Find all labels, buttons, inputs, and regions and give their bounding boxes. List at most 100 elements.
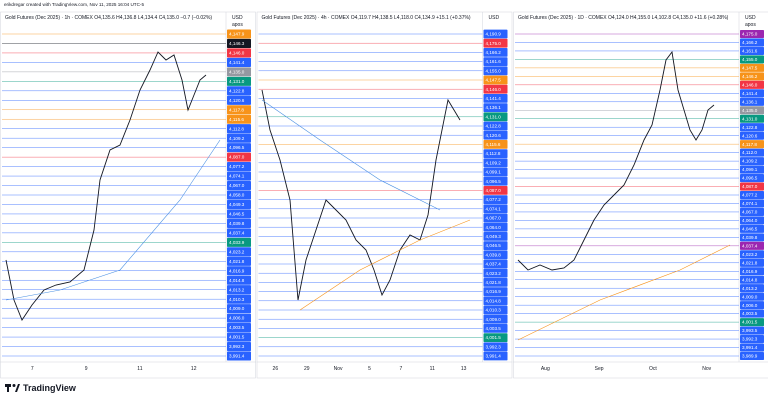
brand: TradingView <box>23 383 77 393</box>
price-label: 4,064.0 <box>742 218 758 223</box>
price-label: 4,023.2 <box>742 252 758 257</box>
price-label: 4,046.5 <box>486 243 502 248</box>
unit: apos <box>232 22 243 28</box>
price-label: 4,077.2 <box>486 197 502 202</box>
price-label: 4,010.3 <box>229 297 245 302</box>
price-label: 4,037.4 <box>742 243 758 248</box>
price-label: 4,131.0 <box>486 114 502 119</box>
price-label: 4,014.8 <box>486 298 502 303</box>
price-label: 4,009.0 <box>486 317 502 322</box>
time-label: 11 <box>137 366 142 372</box>
price-label: 4,001.5 <box>229 335 245 340</box>
price-label: 4,067.0 <box>229 183 245 188</box>
currency: USD <box>232 15 243 21</box>
price-label: 4,064.0 <box>486 225 502 230</box>
price-label: 4,141.4 <box>742 91 758 96</box>
price-label: 4,136.1 <box>486 105 502 110</box>
time-label: 29 <box>304 366 310 372</box>
price-label: 4,115.6 <box>486 142 501 147</box>
price-label: 4,009.0 <box>742 294 758 299</box>
currency: USD <box>745 15 756 21</box>
price-label: 4,117.8 <box>742 142 757 147</box>
price-label: 4,112.0 <box>742 150 757 155</box>
price-label: 4,161.6 <box>486 59 502 64</box>
price-label: 4,190.9 <box>486 32 502 37</box>
price-label: 4,146.0 <box>742 82 758 87</box>
price-label: 4,131.0 <box>229 79 245 84</box>
price-label: 4,120.6 <box>229 98 245 103</box>
time-label: 7 <box>399 366 402 372</box>
price-label: 4,087.0 <box>486 188 502 193</box>
price-label: 4,039.8 <box>229 221 245 226</box>
price-label: 4,067.0 <box>486 216 502 221</box>
price-label: 4,147.9 <box>229 32 245 37</box>
price-label: 4,001.5 <box>486 335 502 340</box>
price-label: 4,049.3 <box>486 234 502 239</box>
price-label: 4,014.8 <box>742 277 758 282</box>
price-label: 4,155.0 <box>742 57 758 62</box>
time-label: Oct <box>649 366 657 372</box>
price-label: 4,077.2 <box>229 164 245 169</box>
price-label: 4,039.8 <box>486 252 502 257</box>
price-label: 3,989.9 <box>742 354 758 359</box>
price-label: 4,146.3 <box>229 41 245 46</box>
time-label: 9 <box>85 366 88 372</box>
price-label: 4,013.2 <box>742 286 758 291</box>
price-label: 4,109.2 <box>742 159 758 164</box>
price-label: 4,037.4 <box>486 262 502 267</box>
price-label: 4,096.5 <box>742 176 758 181</box>
price-label: 4,122.8 <box>486 124 502 129</box>
price-label: 4,122.8 <box>229 88 245 93</box>
price-label: 4,039.8 <box>742 235 758 240</box>
panel-header: Gold Futures (Dec 2025) · 1h · COMEX O4,… <box>5 15 212 21</box>
price-label: 4,141.4 <box>229 60 245 65</box>
price-label: 4,175.0 <box>742 32 758 37</box>
price-label: 4,023.2 <box>229 249 245 254</box>
price-label: 4,074.1 <box>742 201 758 206</box>
price-label: 4,147.5 <box>486 78 502 83</box>
price-label: 4,115.6 <box>229 117 244 122</box>
logo-mark <box>7 384 9 392</box>
price-label: 4,023.2 <box>486 271 502 276</box>
price-label: 4,001.5 <box>742 320 758 325</box>
price-label: 4,161.6 <box>742 49 758 54</box>
price-label: 4,112.8 <box>229 126 244 131</box>
price-label: 4,013.2 <box>229 287 245 292</box>
time-label: Sep <box>595 366 604 372</box>
time-label: 5 <box>368 366 371 372</box>
price-label: 3,993.5 <box>742 328 758 333</box>
price-label: 4,087.0 <box>229 155 245 160</box>
price-label: 4,146.2 <box>742 74 758 79</box>
price-label: 4,077.2 <box>742 193 758 198</box>
time-label: Nov <box>334 366 343 372</box>
price-label: 4,037.4 <box>229 230 245 235</box>
price-label: 4,155.0 <box>486 68 502 73</box>
price-label: 4,009.0 <box>229 306 245 311</box>
price-label: 4,136.1 <box>742 99 758 104</box>
price-label: 3,992.3 <box>742 337 758 342</box>
price-label: 4,096.5 <box>486 179 502 184</box>
currency: USD <box>489 15 500 21</box>
price-label: 4,006.0 <box>742 303 758 308</box>
panel-header: Gold Futures (Dec 2025) · 4h · COMEX O4,… <box>262 15 471 21</box>
price-label: 4,016.9 <box>486 289 502 294</box>
price-label: 4,147.5 <box>742 65 758 70</box>
price-label: 4,099.1 <box>742 167 758 172</box>
price-label: 4,067.0 <box>742 210 758 215</box>
time-label: 12 <box>191 366 197 372</box>
price-label: 4,120.6 <box>742 133 758 138</box>
price-label: 4,016.9 <box>742 269 758 274</box>
price-label: 4,021.8 <box>742 260 758 265</box>
price-label: 4,074.1 <box>486 206 502 211</box>
price-label: 3,991.4 <box>742 345 758 350</box>
price-label: 4,109.2 <box>229 136 245 141</box>
time-label: 26 <box>273 366 279 372</box>
price-label: 4,058.0 <box>229 193 245 198</box>
price-label: 4,166.2 <box>486 50 502 55</box>
logo-mark <box>13 384 16 387</box>
price-label: 4,146.0 <box>486 87 502 92</box>
price-label: 4,109.2 <box>486 160 502 165</box>
price-label: 3,992.3 <box>486 344 502 349</box>
